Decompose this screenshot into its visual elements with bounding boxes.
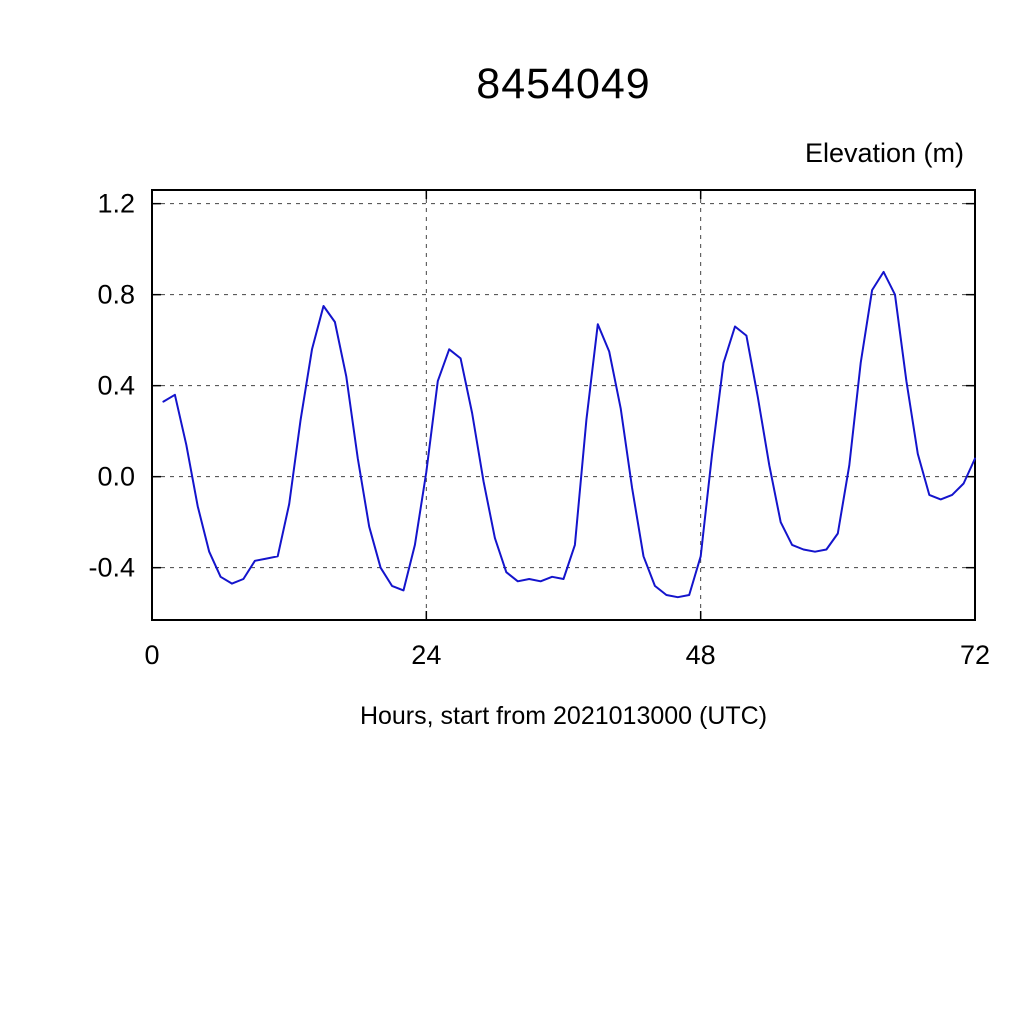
x-tick-label: 24 [411, 640, 441, 670]
plot-frame [151, 189, 976, 621]
y-tick-label: 1.2 [97, 189, 135, 219]
x-tick-label: 72 [960, 640, 990, 670]
x-axis-title: Hours, start from 2021013000 (UTC) [359, 702, 768, 730]
chart-title: 8454049 [476, 60, 651, 108]
x-tick-label: 48 [686, 640, 716, 670]
y-tick-label: -0.4 [88, 553, 135, 583]
y-axis-title: Elevation (m) [804, 138, 964, 168]
tide-elevation-line [162, 270, 976, 599]
x-tick-label: 0 [144, 640, 159, 670]
y-tick-label: 0.0 [97, 462, 135, 492]
y-tick-label: 0.8 [97, 280, 135, 310]
y-tick-label: 0.4 [97, 371, 135, 401]
